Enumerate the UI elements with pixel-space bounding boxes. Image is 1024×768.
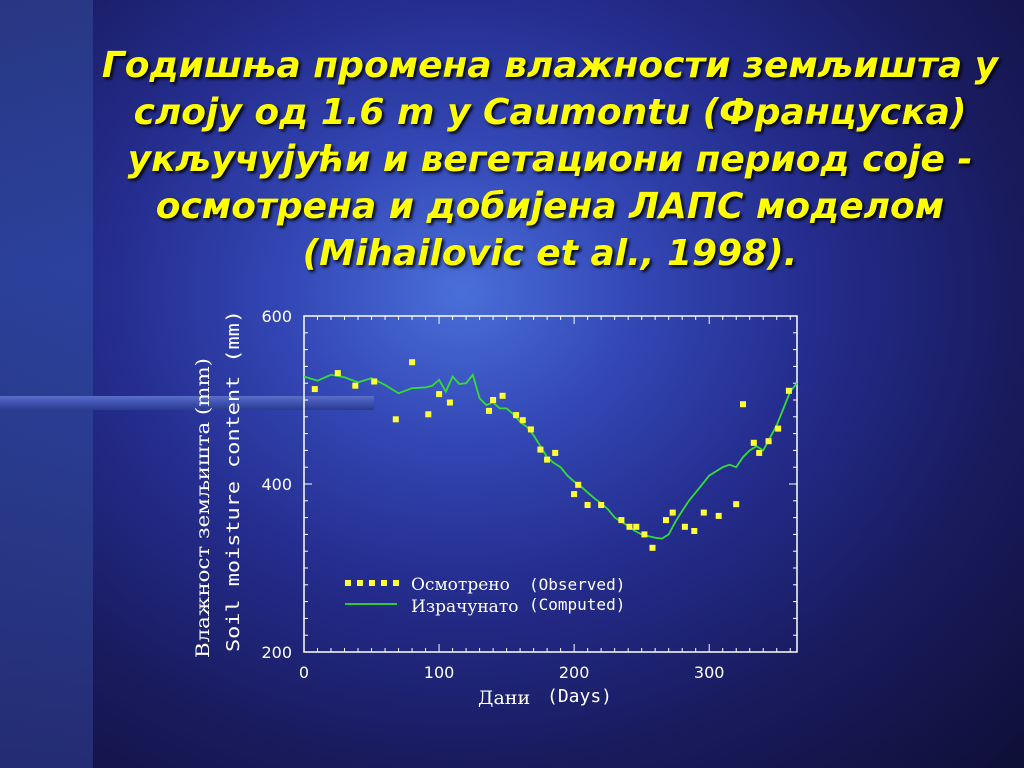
observed-point — [537, 446, 544, 453]
legend-observed-label-en: (Observed) — [529, 575, 625, 594]
horizontal-accent-bar — [0, 396, 374, 410]
observed-point — [775, 425, 782, 432]
y-tick-label: 200 — [261, 643, 292, 662]
tick-labels: 0 100 200 300 200 400 600 — [261, 307, 724, 682]
x-axis-title-sr: Дани — [478, 687, 530, 709]
observed-point — [750, 439, 757, 446]
observed-point — [626, 523, 633, 530]
observed-point — [552, 449, 559, 456]
observed-point — [584, 502, 591, 508]
observed-point — [575, 481, 582, 488]
observed-point — [436, 391, 443, 398]
observed-point — [598, 502, 605, 508]
observed-point — [633, 523, 640, 530]
observed-point — [519, 417, 526, 424]
observed-point — [691, 528, 698, 534]
legend-observed-dot — [393, 580, 399, 586]
y-axis-title-sr: Влажност земљишта (mm) — [192, 358, 214, 658]
observed-series-points — [311, 359, 792, 551]
observed-point — [486, 407, 492, 414]
legend-observed-marker — [345, 580, 399, 586]
legend-observed-dot — [381, 580, 387, 586]
observed-point — [371, 378, 378, 385]
observed-point — [425, 411, 432, 418]
observed-point — [513, 412, 520, 419]
legend: Осмотрено (Observed) Израчунато (Compute… — [345, 575, 625, 617]
observed-point — [446, 399, 453, 406]
observed-point — [756, 449, 763, 456]
observed-point — [352, 382, 359, 389]
legend-observed-dot — [345, 580, 351, 586]
x-tick-label: 200 — [559, 663, 590, 682]
observed-point — [715, 512, 722, 519]
left-accent-bar — [0, 0, 93, 768]
x-axis-title-en: (Days) — [547, 686, 612, 707]
legend-observed-label-sr: Осмотрено — [411, 575, 510, 595]
observed-point — [785, 387, 792, 394]
axis-ticks — [303, 315, 797, 653]
observed-point — [733, 501, 740, 508]
y-axis-title-en: Soil moisture content (mm) — [223, 310, 244, 652]
observed-point — [571, 491, 578, 498]
x-tick-label: 100 — [424, 663, 455, 682]
observed-point — [311, 386, 318, 393]
x-tick-label: 0 — [299, 663, 309, 682]
legend-computed-label-sr: Израчунато — [411, 597, 518, 617]
observed-point — [700, 509, 707, 516]
observed-point — [544, 456, 551, 463]
observed-point — [499, 392, 506, 399]
legend-observed-dot — [357, 580, 363, 586]
observed-point — [490, 397, 497, 403]
observed-point — [649, 544, 656, 551]
observed-point — [334, 370, 341, 377]
observed-point — [409, 359, 416, 366]
observed-point — [527, 426, 534, 433]
observed-point — [669, 509, 676, 516]
slide-title: Годишња промена влажности земљишта у сло… — [101, 45, 999, 274]
observed-point — [641, 531, 648, 538]
observed-point — [663, 517, 669, 524]
observed-point — [618, 517, 625, 524]
legend-observed-dot — [369, 580, 375, 586]
y-tick-label: 400 — [261, 475, 292, 494]
y-tick-label: 600 — [261, 307, 292, 326]
x-tick-label: 300 — [694, 663, 725, 682]
observed-point — [392, 416, 399, 423]
legend-computed-label-en: (Computed) — [529, 595, 625, 614]
computed-series-line — [303, 372, 798, 540]
observed-point — [681, 523, 688, 530]
observed-point — [765, 438, 772, 445]
observed-point — [740, 401, 746, 408]
